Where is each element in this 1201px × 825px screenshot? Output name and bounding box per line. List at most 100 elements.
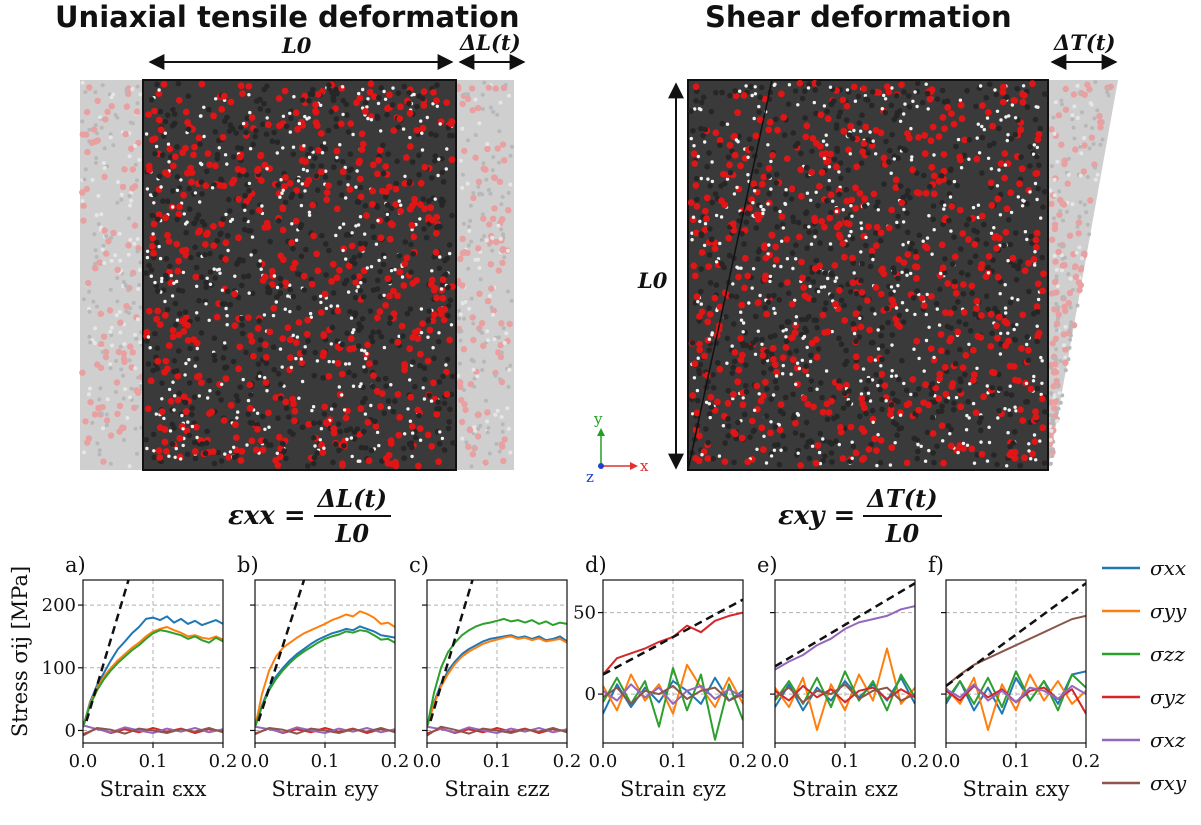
atom	[372, 418, 378, 425]
atom	[875, 199, 881, 205]
atom	[929, 380, 936, 387]
atom	[911, 99, 915, 104]
atom	[914, 455, 921, 462]
atom	[1040, 204, 1046, 210]
atom	[382, 302, 389, 309]
atom	[102, 348, 110, 356]
atom	[888, 402, 895, 408]
atom	[871, 257, 875, 262]
atom	[385, 212, 390, 217]
atom	[401, 127, 406, 131]
atom	[942, 309, 949, 317]
atom	[199, 441, 205, 447]
atom	[929, 430, 937, 437]
atom	[133, 366, 138, 371]
atom	[700, 132, 706, 139]
atom	[941, 439, 945, 443]
atom	[1061, 218, 1066, 223]
atom	[416, 425, 424, 432]
triad-x-label: x	[640, 457, 649, 475]
atom	[811, 214, 818, 222]
atom	[822, 285, 827, 289]
atom	[743, 219, 749, 226]
atom	[760, 359, 767, 365]
atom	[186, 185, 192, 192]
atom	[319, 143, 326, 149]
atom	[780, 239, 784, 243]
atom	[808, 378, 815, 384]
atom	[879, 364, 883, 368]
atom	[498, 320, 505, 327]
atom	[710, 372, 716, 378]
atom	[502, 255, 507, 260]
atom	[963, 222, 970, 228]
atom	[899, 357, 905, 364]
atom	[422, 397, 427, 401]
atom	[898, 81, 905, 88]
atom	[440, 373, 446, 380]
atom	[766, 143, 770, 147]
atom	[921, 239, 925, 243]
atom	[337, 385, 341, 389]
atom	[1048, 361, 1055, 369]
atom	[976, 203, 981, 207]
atom	[507, 93, 511, 98]
atom	[407, 306, 414, 312]
atom	[213, 313, 221, 321]
atom	[962, 321, 969, 328]
atom	[1025, 347, 1032, 354]
atom	[437, 157, 441, 161]
atom	[1059, 268, 1064, 273]
atom	[362, 365, 366, 369]
atom	[910, 295, 917, 301]
atom	[766, 173, 772, 179]
atom	[164, 198, 171, 205]
atom	[913, 189, 921, 197]
atom	[218, 105, 226, 113]
atom	[698, 266, 704, 272]
atom	[462, 388, 466, 392]
atom	[171, 380, 175, 384]
atom	[109, 258, 114, 263]
atom	[692, 144, 696, 148]
atom	[428, 443, 436, 450]
atom	[190, 151, 197, 159]
atom	[939, 264, 947, 272]
atom	[250, 141, 256, 148]
atom	[989, 167, 994, 171]
atom	[924, 312, 928, 317]
atom	[485, 84, 492, 91]
atom	[987, 310, 995, 318]
atom	[495, 112, 500, 117]
atom	[752, 132, 760, 140]
atom	[904, 251, 912, 258]
atom	[752, 116, 756, 121]
atom	[757, 94, 763, 101]
atom	[262, 379, 270, 386]
atom	[338, 143, 342, 147]
atom	[153, 280, 157, 285]
atom	[708, 404, 715, 410]
atom	[318, 438, 322, 442]
atom	[374, 242, 379, 246]
atom	[170, 106, 176, 113]
atom	[877, 378, 884, 385]
atom	[325, 182, 332, 190]
atom	[390, 127, 398, 134]
atom	[721, 201, 729, 209]
atom	[266, 165, 273, 173]
atom	[184, 361, 188, 366]
atom	[114, 359, 118, 363]
atom	[411, 431, 415, 435]
atom	[725, 387, 731, 394]
atom	[401, 180, 409, 187]
atom	[488, 285, 495, 292]
atom	[277, 381, 284, 388]
atom	[830, 329, 834, 334]
triad-y-arrowhead	[597, 428, 605, 436]
atom	[419, 124, 427, 132]
atom	[157, 244, 161, 249]
atom	[245, 273, 252, 279]
atom	[222, 239, 230, 247]
